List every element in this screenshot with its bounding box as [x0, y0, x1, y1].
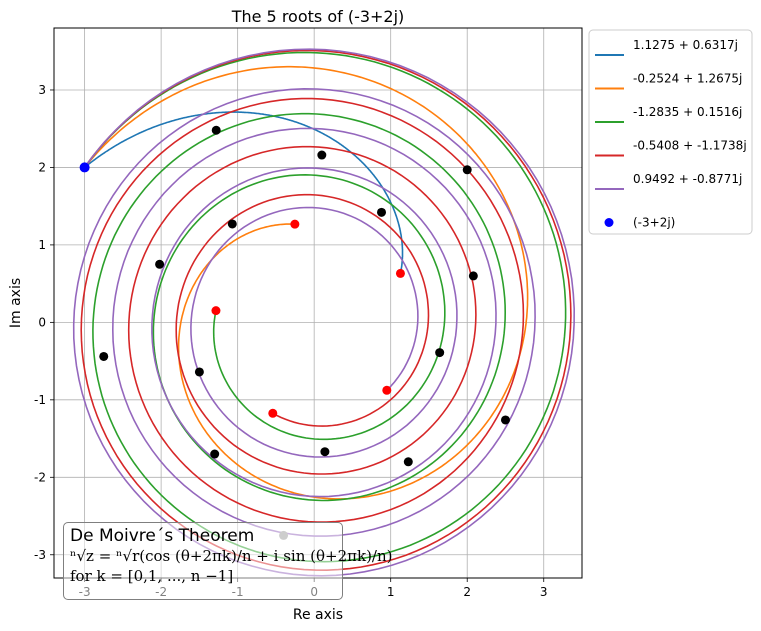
y-tick-label: 3: [38, 83, 46, 97]
annotation-range: for k = [0,1, ..., n −1]: [70, 567, 234, 585]
spiral-curve: [84, 111, 404, 274]
root-point: [268, 408, 278, 418]
legend-label: -0.2524 + 1.2675j: [633, 72, 742, 86]
legend: 1.1275 + 0.6317j -0.2524 + 1.2675j -1.2835…: [588, 29, 753, 235]
x-tick-label: 3: [540, 585, 548, 599]
spiral-curves: [72, 48, 576, 577]
y-axis-label: Im axis: [8, 278, 24, 328]
legend-label: -1.2835 + 0.1516j: [633, 105, 742, 119]
intermediate-point: [99, 351, 109, 361]
y-axis-ticks: -3 -2 -1 0 1 2 3: [34, 83, 54, 562]
spiral-curve: [80, 49, 572, 572]
legend-label: -0.5408 + -1.1738j: [633, 139, 747, 153]
y-tick-label: -1: [34, 393, 46, 407]
intermediate-point: [403, 457, 413, 467]
intermediate-point: [211, 125, 221, 135]
annotation-title: De Moivre´s Theorem: [70, 526, 255, 546]
annotation-formula: ⁿ√z = ⁿ√r(cos (θ+2πk)/n + i sin (θ+2πk)/…: [70, 547, 393, 565]
chart-title: The 5 roots of (-3+2j): [231, 7, 405, 26]
intermediate-point: [468, 271, 478, 281]
intermediate-point: [155, 259, 165, 269]
data-markers: [79, 125, 510, 540]
root-point: [211, 306, 221, 316]
intermediate-point: [462, 165, 472, 175]
intermediate-point: [227, 219, 237, 229]
y-tick-label: 0: [38, 315, 46, 329]
y-tick-label: 2: [38, 160, 46, 174]
root-point: [290, 219, 300, 229]
intermediate-point: [377, 207, 387, 217]
y-tick-label: 1: [38, 238, 46, 252]
legend-frame: [588, 29, 753, 235]
root-point: [395, 268, 405, 278]
x-tick-label: 2: [463, 585, 471, 599]
spiral-curve: [83, 51, 567, 563]
y-tick-label: -2: [34, 470, 46, 484]
intermediate-point: [500, 415, 510, 425]
legend-label: 0.9492 + -0.8771j: [633, 172, 742, 186]
intermediate-point: [435, 348, 445, 358]
y-tick-label: -3: [34, 548, 46, 562]
legend-label: 1.1275 + 0.6317j: [633, 38, 738, 52]
root-point: [382, 385, 392, 395]
intermediate-point: [317, 150, 327, 160]
legend-marker-base: [604, 218, 614, 227]
intermediate-point: [320, 447, 330, 457]
grid-lines: [54, 28, 582, 578]
de-moivre-annotation: De Moivre´s Theorem ⁿ√z = ⁿ√r(cos (θ+2πk…: [63, 522, 393, 600]
base-point: [79, 162, 90, 173]
x-tick-label: 1: [387, 585, 395, 599]
intermediate-point: [194, 367, 204, 377]
intermediate-point: [210, 449, 220, 459]
x-axis-label: Re axis: [293, 607, 343, 623]
spiral-curve: [83, 65, 529, 500]
legend-label: (-3+2j): [633, 216, 675, 230]
